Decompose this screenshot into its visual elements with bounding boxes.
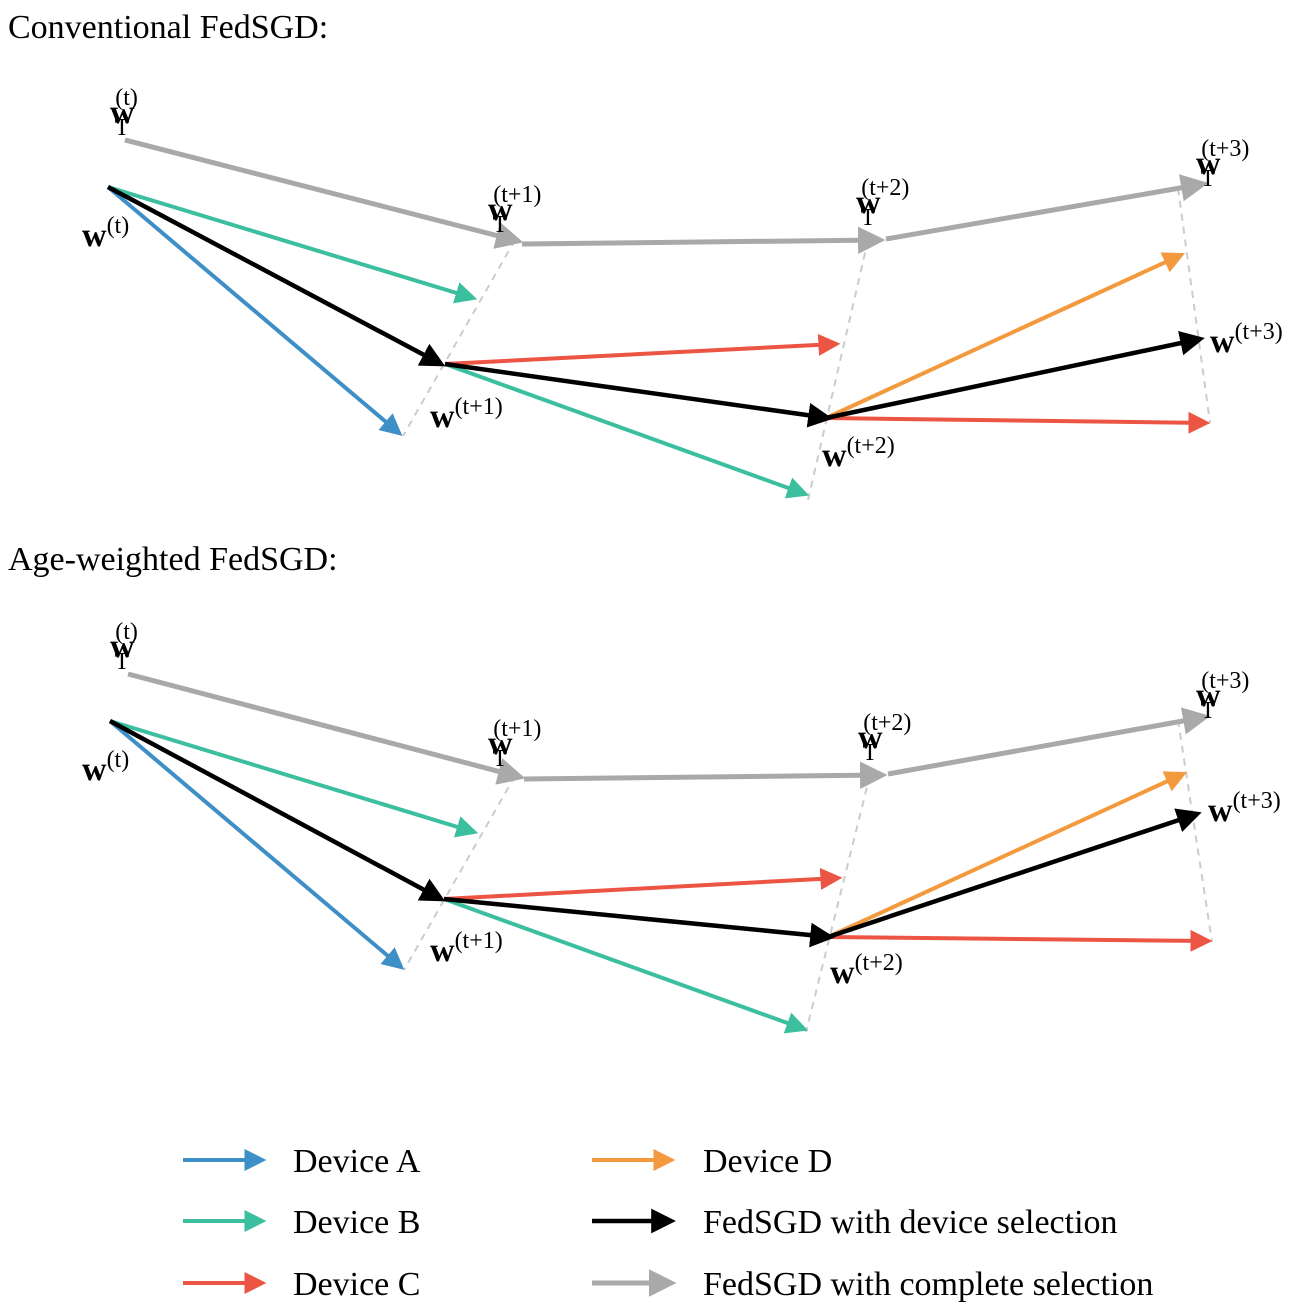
guide-line (402, 239, 516, 437)
label-w-t1: w(t+1) (430, 928, 503, 969)
label-wT-t3: wT(t+3) (1196, 136, 1249, 192)
guide-line (1177, 719, 1213, 943)
guide-line (807, 239, 869, 501)
device-selection-arrow (443, 896, 835, 948)
complete-selection-arrow (887, 707, 1211, 777)
guide-line (805, 774, 871, 1033)
device-selection-arrow (825, 330, 1205, 421)
legend-item-device-selection: FedSGD with device selection (592, 1204, 1118, 1241)
guide-line (1177, 187, 1211, 424)
device-d-arrow (825, 252, 1185, 420)
legend: Device A Device B Device C Device D FedS… (183, 1143, 1153, 1303)
label-wT-t2: wT(t+2) (858, 710, 911, 766)
legend-label: Device A (293, 1143, 421, 1180)
legend-item-complete-selection: FedSGD with complete selection (592, 1266, 1153, 1303)
device-c-arrow (444, 333, 841, 366)
label-wT-t1: wT(t+1) (488, 182, 541, 238)
device-b-arrow (444, 362, 810, 499)
label-w-t3: w(t+3) (1210, 319, 1283, 360)
panel-age-weighted: Age-weighted FedSGD: wT(t) wT(t+1) wT(t+… (8, 541, 1281, 1034)
legend-label: Device B (293, 1204, 420, 1241)
legend-label: Device C (293, 1266, 420, 1303)
device-selection-arrow (106, 185, 446, 367)
legend-item-device-c: Device C (183, 1266, 420, 1303)
legend-label: FedSGD with complete selection (703, 1266, 1153, 1303)
legend-label: Device D (703, 1143, 832, 1180)
complete-selection-arrow (521, 226, 886, 254)
label-wT-t: wT(t) (110, 619, 138, 675)
device-b-arrow (107, 185, 478, 304)
device-a-arrow (108, 719, 405, 970)
device-selection-arrow (444, 361, 833, 428)
legend-label: FedSGD with device selection (703, 1204, 1118, 1241)
round-guides (403, 719, 1213, 1033)
device-c-arrow (443, 867, 843, 901)
label-w-t: w(t) (82, 747, 129, 788)
label-w-t: w(t) (82, 213, 129, 254)
guide-line (403, 775, 516, 971)
complete-selection-arrow (127, 671, 526, 785)
label-wT-t2: wT(t+2) (856, 175, 909, 231)
device-c-arrow (825, 411, 1211, 434)
device-b-arrow (109, 719, 479, 838)
complete-selection-arrows (124, 137, 1209, 254)
label-wT-t: wT(t) (110, 85, 138, 141)
device-selection-arrow (108, 719, 446, 902)
legend-item-device-a: Device A (183, 1143, 421, 1180)
label-w-t2: w(t+2) (830, 950, 903, 991)
legend-item-device-d: Device D (592, 1143, 832, 1180)
complete-selection-arrow (124, 137, 524, 249)
legend-item-device-b: Device B (183, 1204, 420, 1241)
label-w-t2: w(t+2) (822, 433, 895, 474)
device-c-arrow (827, 929, 1213, 952)
panel-title: Age-weighted FedSGD: (8, 541, 338, 578)
complete-selection-arrow (523, 761, 888, 789)
label-w-t3: w(t+3) (1208, 788, 1281, 829)
label-wT-t1: wT(t+1) (488, 716, 541, 772)
device-b-arrow (443, 897, 809, 1034)
label-wT-t3: wT(t+3) (1196, 668, 1249, 724)
round-guides (402, 187, 1211, 501)
panel-conventional: Conventional FedSGD: wT(t) wT(t+1) wT(t+… (8, 9, 1283, 501)
device-selection-arrow (827, 808, 1202, 940)
device-d-arrow (827, 771, 1187, 939)
complete-selection-arrow (885, 174, 1209, 242)
complete-selection-arrows (127, 671, 1211, 789)
device-a-arrow (106, 185, 403, 436)
panel-title: Conventional FedSGD: (8, 9, 328, 46)
label-w-t1: w(t+1) (430, 394, 503, 435)
